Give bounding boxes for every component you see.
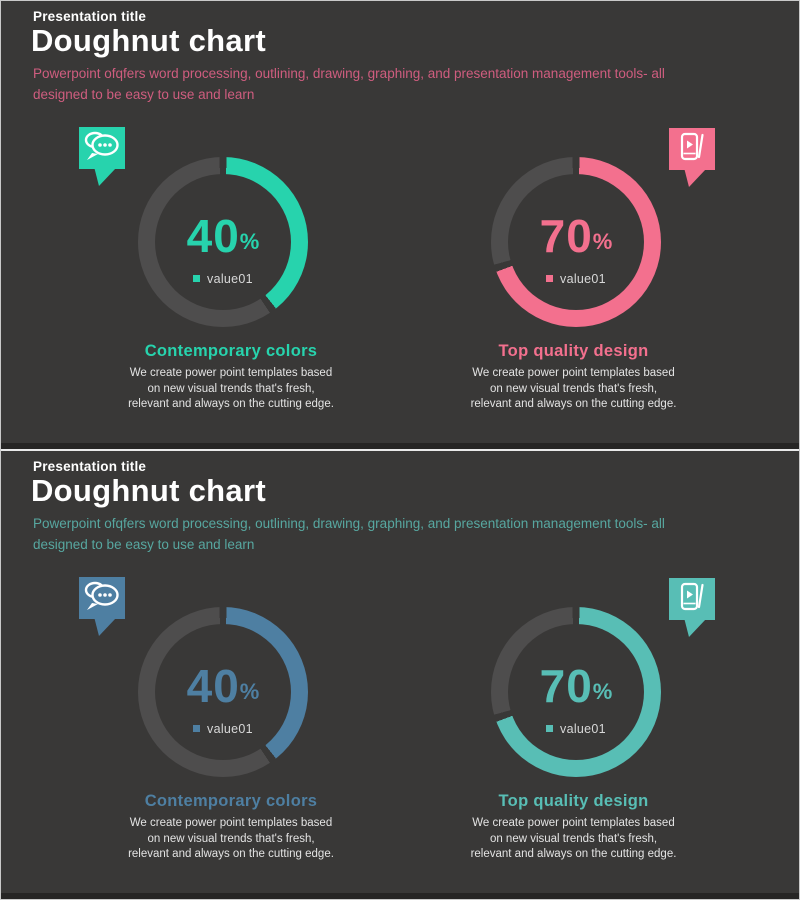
legend-label: value01 [560,721,606,736]
donut-chart-40: 40% value01 [138,157,308,327]
chart-description: We create power point templates based on… [128,367,334,410]
legend-swatch [193,725,201,732]
legend-label: value01 [207,271,253,286]
badge-tail [684,619,706,637]
phone-play-pencil-icon [669,578,715,620]
percent-value: 40% [186,659,260,712]
donut-hole [508,174,644,310]
donut-hole [508,624,644,760]
badge-tail [684,169,706,187]
percent-sign: % [239,228,260,254]
percent-value: 70% [539,209,613,262]
donut-center: 40% value01 [138,157,308,327]
chart-description: We create power point templates based on… [128,817,334,860]
speech-badge [79,127,125,186]
chart-heading: Top quality design [498,342,649,360]
chart-description: We create power point templates based on… [470,367,677,410]
donut-chart-70: 70% value01 [491,607,661,777]
percent-sign: % [592,678,613,704]
donut-center: 70% value01 [491,157,661,327]
donut-center: 40% value01 [138,607,308,777]
percent-value: 70% [539,659,613,712]
speech-badge [669,578,715,637]
pretitle: Presentation title [33,9,147,24]
chart-heading: Top quality design [498,792,649,810]
chart-heading: Contemporary colors [144,792,318,810]
speech-badge [79,577,125,636]
legend: value01 [546,272,606,286]
legend-swatch [193,275,201,282]
legend-swatch [546,725,554,732]
chat-bubbles-icon [79,127,125,169]
legend-label: value01 [560,271,606,286]
speech-badge [669,128,715,187]
donut-center: 70% value01 [491,607,661,777]
badge-tail [94,168,116,186]
legend-label: value01 [207,721,253,736]
slide-title: Doughnut chart [31,473,266,508]
chart-heading: Contemporary colors [144,342,318,360]
donut-hole [155,624,291,760]
legend-swatch [546,275,554,282]
slide-subtitle: Powerpoint ofqfers word processing, outl… [33,516,665,552]
donut-chart-70: 70% value01 [491,157,661,327]
percent-sign: % [239,678,260,704]
percent-sign: % [592,228,613,254]
slide-2: Presentation title Doughnut chart Powerp… [1,451,799,893]
legend: value01 [193,272,253,286]
legend: value01 [546,722,606,736]
badge-tail [94,618,116,636]
slide-1: Presentation title Doughnut chart Powerp… [1,1,799,443]
bottom-strip [1,893,799,899]
chat-bubbles-icon [79,577,125,619]
slide-divider [1,443,799,451]
percent-value: 40% [186,209,260,262]
pretitle: Presentation title [33,459,147,474]
phone-play-pencil-icon [669,128,715,170]
donut-chart-40: 40% value01 [138,607,308,777]
slide-subtitle: Powerpoint ofqfers word processing, outl… [33,66,665,102]
legend: value01 [193,722,253,736]
slide-title: Doughnut chart [31,23,266,58]
chart-description: We create power point templates based on… [470,817,677,860]
donut-hole [155,174,291,310]
